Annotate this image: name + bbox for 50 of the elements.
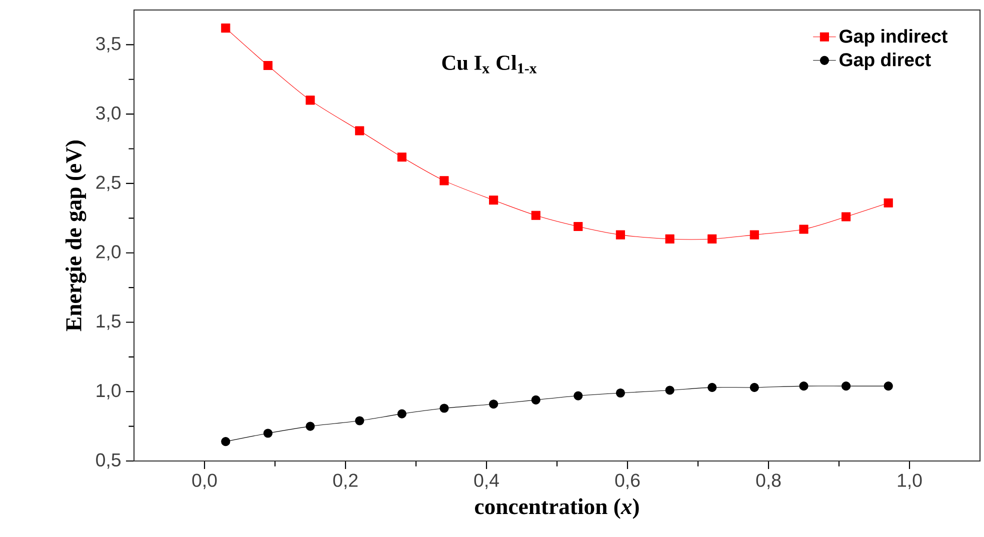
x-axis-title: concentration (x) <box>475 498 639 519</box>
x-tick-label: 0,0 <box>192 474 217 490</box>
point <box>306 422 315 431</box>
point <box>440 176 449 186</box>
point <box>616 388 625 398</box>
y-tick-label: 2,5 <box>96 176 121 192</box>
point <box>306 96 315 105</box>
x-tick-label: 0,8 <box>756 474 781 490</box>
point <box>574 222 583 232</box>
point <box>531 395 540 404</box>
y-tick-label: 1,5 <box>96 314 121 330</box>
y-axis-title: Energie de gap (eV) <box>65 140 86 332</box>
point <box>574 391 583 400</box>
point <box>884 198 893 208</box>
x-tick-label: 0,4 <box>474 474 499 490</box>
point <box>531 210 540 220</box>
y-tick-label: 3,5 <box>96 36 121 52</box>
point <box>708 234 717 244</box>
point <box>842 382 851 391</box>
point <box>397 409 406 418</box>
point <box>221 24 230 33</box>
point <box>665 234 674 244</box>
point <box>489 196 498 205</box>
point <box>750 382 759 392</box>
point <box>884 382 893 391</box>
point <box>665 386 674 395</box>
point <box>355 416 364 426</box>
y-tick-label: 2,0 <box>96 245 121 261</box>
point <box>750 230 759 240</box>
point <box>263 428 272 438</box>
point <box>397 152 406 162</box>
point <box>489 400 498 409</box>
point <box>616 230 625 240</box>
point <box>263 60 272 70</box>
x-tick-label: 0,2 <box>333 474 358 490</box>
x-tick-label: 1,0 <box>898 474 922 490</box>
x-tick-label: 0,6 <box>615 474 640 490</box>
point <box>842 212 851 222</box>
y-tick-label: 1,0 <box>96 384 121 400</box>
legend-label: Gap direct <box>840 52 931 70</box>
legend-label: Gap indirect <box>840 29 948 47</box>
annotation: Cu I$_{x}$ Cl$_{1-x}$ <box>442 54 537 74</box>
y-tick-label: 3,0 <box>96 106 121 122</box>
point <box>440 404 449 413</box>
point <box>708 382 717 392</box>
point <box>221 437 230 446</box>
point <box>799 224 808 234</box>
point <box>355 126 364 136</box>
y-tick-label: 0,5 <box>96 453 121 469</box>
point <box>799 382 808 391</box>
